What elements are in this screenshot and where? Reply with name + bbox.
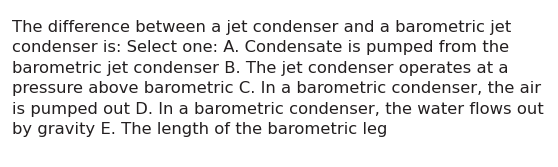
Text: The difference between a jet condenser and a barometric jet
condenser is: Select: The difference between a jet condenser a…: [12, 20, 544, 137]
